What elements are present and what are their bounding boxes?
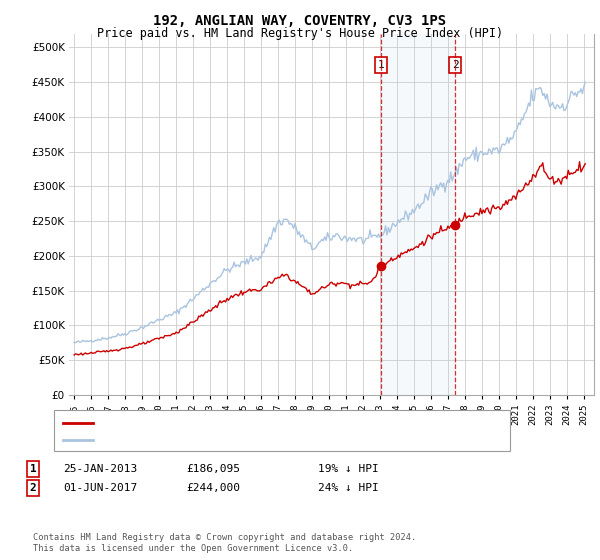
Text: HPI: Average price, detached house, Coventry: HPI: Average price, detached house, Cove… [98,435,373,445]
Bar [381,34,455,395]
Text: £186,095: £186,095 [186,464,240,474]
Text: 1: 1 [378,60,385,70]
Text: Contains HM Land Registry data © Crown copyright and database right 2024.
This d: Contains HM Land Registry data © Crown c… [33,533,416,553]
Text: 192, ANGLIAN WAY, COVENTRY, CV3 1PS: 192, ANGLIAN WAY, COVENTRY, CV3 1PS [154,14,446,28]
Text: 25-JAN-2013: 25-JAN-2013 [63,464,137,474]
Text: £244,000: £244,000 [186,483,240,493]
Text: 24% ↓ HPI: 24% ↓ HPI [318,483,379,493]
Text: 2: 2 [29,483,37,493]
Text: 19% ↓ HPI: 19% ↓ HPI [318,464,379,474]
Text: 192, ANGLIAN WAY, COVENTRY, CV3 1PS (detached house): 192, ANGLIAN WAY, COVENTRY, CV3 1PS (det… [98,418,423,428]
Text: Price paid vs. HM Land Registry's House Price Index (HPI): Price paid vs. HM Land Registry's House … [97,27,503,40]
Text: 01-JUN-2017: 01-JUN-2017 [63,483,137,493]
Text: 1: 1 [29,464,37,474]
Text: 2: 2 [452,60,458,70]
